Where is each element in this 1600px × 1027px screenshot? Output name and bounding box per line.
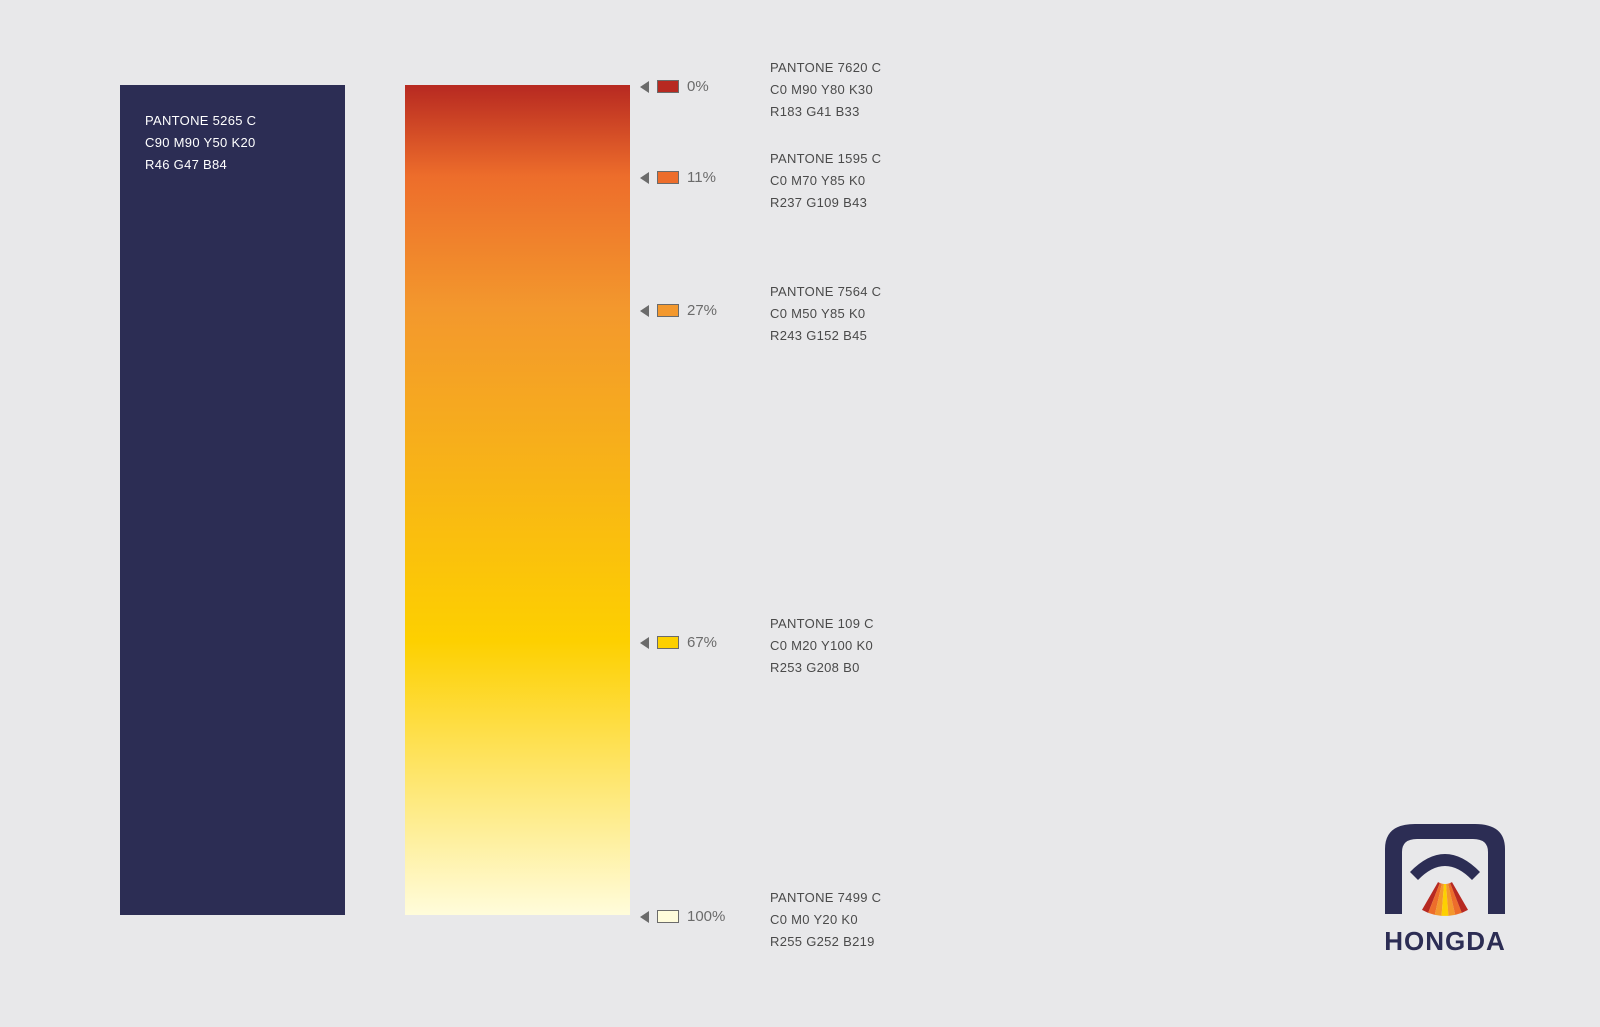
gradient-stop-spec: PANTONE 7564 CC0 M50 Y85 K0R243 G152 B45 (770, 281, 881, 347)
logo-wordmark: HONGDA (1370, 926, 1520, 957)
canvas: PANTONE 5265 C C90 M90 Y50 K20 R46 G47 B… (0, 0, 1600, 1027)
gradient-stop-marker: 100% (640, 908, 731, 925)
stop-rgb: R237 G109 B43 (770, 192, 881, 214)
stop-rgb: R243 G152 B45 (770, 325, 881, 347)
solid-pantone: PANTONE 5265 C (145, 110, 256, 132)
stop-pantone: PANTONE 109 C (770, 613, 874, 635)
gradient-stop-marker: 0% (640, 78, 731, 95)
arrow-left-icon (640, 911, 649, 923)
stop-cmyk: C0 M0 Y20 K0 (770, 909, 881, 931)
arrow-left-icon (640, 172, 649, 184)
color-chip (657, 304, 679, 317)
stop-cmyk: C0 M90 Y80 K30 (770, 79, 881, 101)
stop-percentage: 67% (687, 634, 731, 651)
stop-pantone: PANTONE 1595 C (770, 148, 881, 170)
stop-cmyk: C0 M20 Y100 K0 (770, 635, 874, 657)
stop-cmyk: C0 M70 Y85 K0 (770, 170, 881, 192)
solid-rgb: R46 G47 B84 (145, 154, 256, 176)
gradient-swatch (405, 85, 630, 915)
gradient-stop-spec: PANTONE 109 CC0 M20 Y100 K0R253 G208 B0 (770, 613, 874, 679)
color-chip (657, 910, 679, 923)
stop-percentage: 27% (687, 302, 731, 319)
color-chip (657, 171, 679, 184)
arrow-left-icon (640, 305, 649, 317)
gradient-stop-marker: 27% (640, 302, 731, 319)
stop-percentage: 100% (687, 908, 731, 925)
solid-color-spec: PANTONE 5265 C C90 M90 Y50 K20 R46 G47 B… (145, 110, 256, 176)
stop-cmyk: C0 M50 Y85 K0 (770, 303, 881, 325)
color-chip (657, 636, 679, 649)
gradient-stop-spec: PANTONE 7499 CC0 M0 Y20 K0R255 G252 B219 (770, 887, 881, 953)
arrow-left-icon (640, 637, 649, 649)
solid-cmyk: C90 M90 Y50 K20 (145, 132, 256, 154)
stop-pantone: PANTONE 7499 C (770, 887, 881, 909)
solid-color-swatch: PANTONE 5265 C C90 M90 Y50 K20 R46 G47 B… (120, 85, 345, 915)
stop-percentage: 11% (687, 169, 731, 186)
stop-rgb: R255 G252 B219 (770, 931, 881, 953)
stop-pantone: PANTONE 7620 C (770, 57, 881, 79)
stop-rgb: R253 G208 B0 (770, 657, 874, 679)
logo-mark-icon (1370, 814, 1520, 924)
gradient-stop-marker: 11% (640, 169, 731, 186)
stop-percentage: 0% (687, 78, 731, 95)
gradient-stop-spec: PANTONE 7620 CC0 M90 Y80 K30R183 G41 B33 (770, 57, 881, 123)
color-chip (657, 80, 679, 93)
gradient-stop-spec: PANTONE 1595 CC0 M70 Y85 K0R237 G109 B43 (770, 148, 881, 214)
arrow-left-icon (640, 81, 649, 93)
brand-logo: HONGDA (1370, 814, 1520, 957)
stop-pantone: PANTONE 7564 C (770, 281, 881, 303)
gradient-stop-marker: 67% (640, 634, 731, 651)
stop-rgb: R183 G41 B33 (770, 101, 881, 123)
